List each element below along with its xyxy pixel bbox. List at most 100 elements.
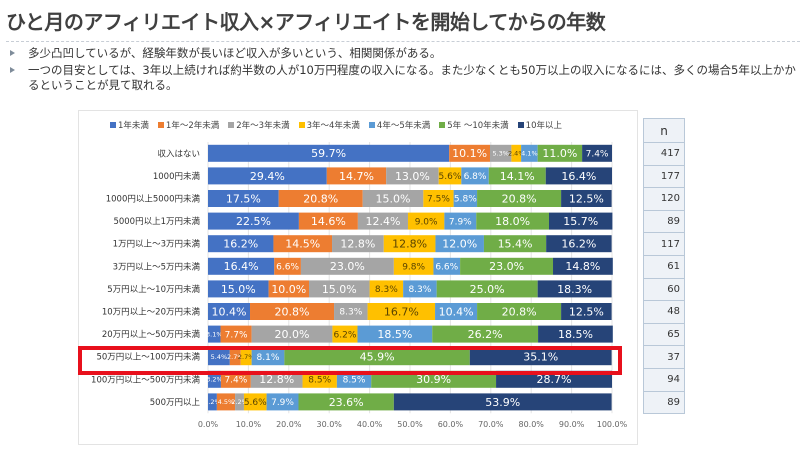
data-label: 12.4% [365, 215, 400, 228]
data-label: 53.9% [485, 396, 520, 409]
data-label: 15.0% [221, 283, 256, 296]
data-label: 29.4% [250, 170, 285, 183]
data-label: 6.8% [464, 172, 487, 182]
data-label: 12.5% [569, 192, 604, 205]
data-label: 18.0% [495, 215, 530, 228]
category-label: 5000円以上1万円未満 [113, 216, 200, 227]
data-label: 14.1% [500, 170, 535, 183]
data-label: 18.3% [557, 283, 592, 296]
data-label: 16.7% [384, 305, 419, 318]
data-label: 8.3% [339, 308, 362, 318]
x-tick-label: 10.0% [236, 420, 262, 429]
sample-size-table: n 4171771208911761604865379489 [643, 118, 685, 414]
data-label: 17.5% [226, 192, 261, 205]
data-label: 11.0% [542, 147, 577, 160]
data-label: 14.8% [565, 260, 600, 273]
data-label: 10.1% [452, 147, 487, 160]
x-tick-label: 90.0% [559, 420, 585, 429]
n-value: 417 [644, 143, 685, 166]
category-label: 20万円以上～50万円未満 [102, 329, 201, 340]
data-label: 22.5% [236, 215, 271, 228]
x-tick-label: 0.0% [198, 420, 219, 429]
data-label: 15.0% [376, 192, 411, 205]
data-label: 59.7% [311, 147, 346, 160]
data-label: 12.8% [392, 238, 427, 251]
category-label: 1000円未満 [153, 171, 201, 182]
n-value: 48 [644, 301, 685, 324]
data-label: 10.4% [212, 305, 247, 318]
data-label: 25.0% [470, 283, 505, 296]
category-label: 収入はない [157, 148, 200, 159]
x-tick-label: 100.0% [597, 420, 628, 429]
data-label: 7.4% [586, 150, 609, 160]
data-label: 15.0% [322, 283, 357, 296]
data-label: 10.0% [271, 283, 306, 296]
data-label: 18.5% [377, 328, 412, 341]
data-label: 20.8% [502, 192, 537, 205]
data-label: 9.8% [402, 263, 425, 273]
data-label: 14.7% [339, 170, 374, 183]
category-label: 100万円以上～500万円未満 [91, 374, 200, 385]
data-label: 12.8% [259, 373, 294, 386]
data-label: 14.5% [285, 238, 320, 251]
data-label: 15.4% [498, 238, 533, 251]
data-label: 20.8% [502, 305, 537, 318]
category-label: 1000円以上5000円未満 [106, 194, 201, 205]
data-label: 5.6% [439, 172, 462, 182]
data-label: 6.2% [334, 330, 357, 340]
x-tick-label: 40.0% [357, 420, 383, 429]
data-label: 7.7% [225, 330, 248, 340]
n-value: 37 [644, 346, 685, 369]
data-label: 15.7% [563, 215, 598, 228]
data-label: 16.2% [223, 238, 258, 251]
data-label: 3.2% [206, 376, 223, 384]
n-value: 89 [644, 391, 685, 414]
data-label: 16.2% [561, 238, 596, 251]
x-tick-label: 20.0% [276, 420, 302, 429]
n-value: 177 [644, 165, 685, 188]
category-label: 1万円以上～3万円未満 [113, 239, 201, 250]
x-tick-label: 30.0% [316, 420, 342, 429]
data-label: 10.4% [439, 305, 474, 318]
data-label: 23.6% [329, 396, 364, 409]
x-tick-label: 80.0% [518, 420, 544, 429]
n-value: 60 [644, 278, 685, 301]
category-label: 3万円以上～5万円未満 [113, 261, 201, 272]
data-label: 12.0% [442, 238, 477, 251]
data-label: 9.0% [415, 217, 438, 227]
data-label: 13.0% [395, 170, 430, 183]
x-tick-label: 50.0% [397, 420, 423, 429]
n-value: 120 [644, 188, 685, 211]
n-value: 65 [644, 323, 685, 346]
data-label: 8.3% [408, 285, 431, 295]
data-label: 30.9% [416, 373, 451, 386]
n-value: 94 [644, 368, 685, 391]
data-label: 20.8% [303, 192, 338, 205]
data-label: 16.4% [224, 260, 259, 273]
n-value: 89 [644, 210, 685, 233]
data-label: 6.6% [276, 263, 299, 273]
data-label: 3.1% [206, 330, 223, 338]
data-label: 8.5% [308, 376, 331, 386]
x-tick-label: 70.0% [478, 420, 504, 429]
data-label: 7.9% [449, 217, 472, 227]
highlight-box [78, 346, 622, 375]
data-label: 8.3% [375, 285, 398, 295]
category-label: 500万円以上 [150, 398, 201, 408]
data-label: 7.5% [427, 195, 450, 205]
data-label: 12.5% [569, 305, 604, 318]
data-label: 16.4% [561, 170, 596, 183]
data-label: 23.0% [489, 260, 524, 273]
n-value: 117 [644, 233, 685, 256]
data-label: 5.3% [492, 150, 509, 158]
data-label: 6.6% [435, 263, 458, 273]
data-label: 23.0% [330, 260, 365, 273]
n-header: n [644, 119, 685, 143]
data-label: 26.2% [468, 328, 503, 341]
data-label: 7.4% [224, 376, 247, 386]
x-tick-label: 60.0% [438, 420, 464, 429]
data-label: 4.1% [521, 150, 538, 158]
category-label: 10万円以上～20万円未満 [102, 307, 201, 318]
data-label: 5.8% [454, 195, 477, 205]
data-label: 20.8% [275, 305, 310, 318]
